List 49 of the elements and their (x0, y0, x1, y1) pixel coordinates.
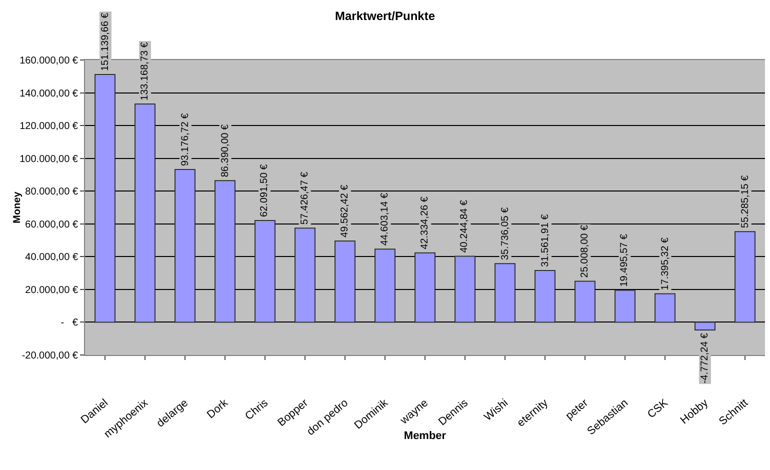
y-tick-label: 80.000,00 € (25, 186, 78, 198)
data-label: 25.008,00 € (579, 224, 590, 278)
y-tick-label: 60.000,00 € (25, 219, 78, 230)
bar (374, 248, 396, 323)
y-tick-label: 120.000,00 € (20, 121, 78, 132)
bar (214, 180, 236, 323)
y-tick-label: - € (60, 318, 78, 329)
bar (654, 293, 676, 323)
chart-title: Marktwert/Punkte (334, 9, 436, 24)
bar (414, 252, 436, 323)
data-label: -4.772,24 € (699, 332, 710, 384)
data-label: 86.390,00 € (220, 124, 231, 178)
bar (574, 280, 596, 323)
data-label: 42.334,26 € (420, 196, 431, 250)
bar (734, 231, 756, 323)
bar (534, 270, 556, 323)
bar (254, 220, 276, 323)
data-label: 62.091,50 € (259, 164, 270, 217)
bar (694, 322, 716, 331)
y-tick-label: 20.000,00 € (25, 284, 78, 296)
y-tick-label: 160.000,00 € (20, 56, 78, 66)
data-label: 31.561,91 € (540, 214, 551, 267)
data-label: 57.426,47 € (299, 171, 310, 225)
data-label: 93.176,72 € (180, 112, 191, 166)
data-label: 44.603,14 € (379, 192, 390, 246)
bar (94, 74, 116, 323)
y-axis-title: Money (12, 191, 24, 224)
bar (494, 263, 516, 323)
bar (334, 240, 356, 323)
x-tick-label: CSK (645, 396, 671, 421)
data-label: 133.168,73 € (140, 42, 151, 100)
bar (174, 169, 196, 323)
data-label: 35.736,05 € (500, 206, 511, 260)
bar (294, 228, 316, 323)
data-label: 17.395,32 € (660, 236, 671, 290)
x-axis-title: Member (404, 430, 447, 442)
y-tick-label: 100.000,00 € (20, 154, 78, 165)
y-tick-label: 40.000,00 € (25, 252, 78, 264)
y-tick-label: -20.000,00 € (22, 350, 78, 362)
bar (134, 103, 156, 323)
data-label: 40.244,84 € (459, 200, 470, 253)
data-label: 151.139,66 € (100, 12, 111, 72)
data-label: 19.495,57 € (619, 234, 630, 287)
bar (454, 256, 476, 323)
bar (614, 290, 636, 323)
y-tick-label: 140.000,00 € (20, 88, 78, 100)
data-label: 49.562,42 € (340, 184, 351, 238)
data-label: 55.285,15 € (740, 174, 751, 228)
x-tick-label: Chris (243, 396, 271, 423)
